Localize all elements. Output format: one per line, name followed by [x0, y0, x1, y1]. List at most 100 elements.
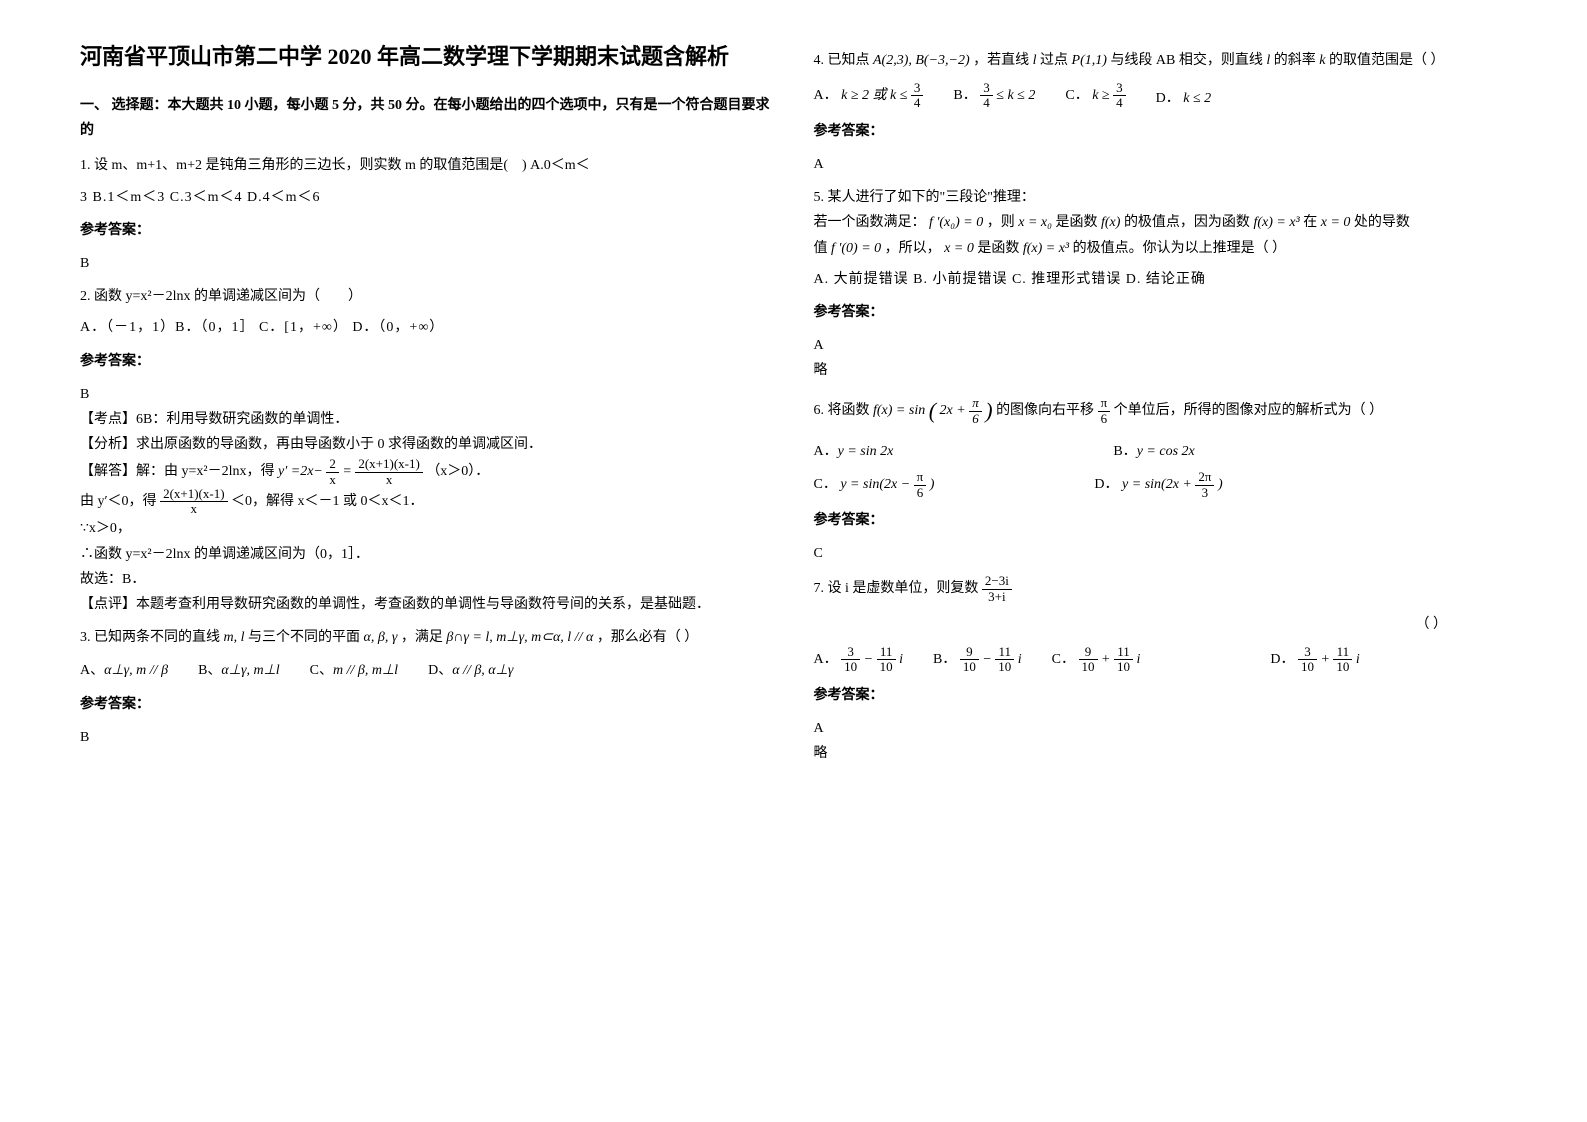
question-1: 1. 设 m、m+1、m+2 是钝角三角形的三边长，则实数 m 的取值范围是( … [80, 153, 774, 209]
q3-optD: D、α // β, α⊥γ [428, 658, 513, 683]
q6-mid1: 的图像向右平移 [996, 403, 1098, 418]
q3-ml: m, l [224, 630, 245, 645]
answer-label: 参考答案： [814, 683, 1508, 708]
q5-options: A. 大前提错误 B. 小前提错误 C. 推理形式错误 D. 结论正确 [814, 267, 1508, 292]
q2-solution-2: 由 y′＜0，得 2(x+1)(x-1) x ＜0，解得 x＜－1 或 0＜x＜… [80, 487, 774, 517]
q2-analysis-1: 【考点】6B：利用导数研究函数的单调性． [80, 407, 774, 432]
q2-sol1-pre: 【解答】解：由 y=x²－2lnx，得 [80, 464, 274, 479]
q7-answer: A [814, 716, 1508, 741]
q3-post: ，那么必有（ ） [597, 630, 699, 645]
q2-answer: B [80, 382, 774, 407]
q6-answer: C [814, 541, 1508, 566]
answer-label: 参考答案： [814, 508, 1508, 533]
question-4: 4. 已知点 A(2,3), B(−3,−2) ，若直线 l 过点 P(1,1)… [814, 48, 1508, 73]
exam-page: 河南省平顶山市第二中学 2020 年高二数学理下学期期末试题含解析 一、 选择题… [0, 0, 1587, 1122]
q4-post: 的取值范围是（ ） [1329, 53, 1445, 68]
q7-optD: D． 310 + 1110 i [1270, 645, 1359, 675]
answer-label: 参考答案： [80, 692, 774, 717]
q6-opts-row2: C． y = sin(2x − π6 ) D． y = sin(2x + 2π3… [814, 470, 1508, 500]
q3-optA: A、α⊥γ, m // β [80, 658, 168, 683]
q6-pre: 6. 将函数 [814, 403, 874, 418]
q2-sol2-pre: 由 y′＜0，得 [80, 494, 157, 509]
q7-short: 略 [814, 741, 1508, 766]
q4-fracA: 34 [911, 81, 924, 111]
answer-label: 参考答案： [814, 300, 1508, 325]
q1-text: 1. 设 m、m+1、m+2 是钝角三角形的三边长，则实数 m 的取值范围是( … [80, 153, 774, 178]
q3-optC: C、m // β, m⊥l [310, 658, 398, 683]
q4-p: P(1,1) [1072, 53, 1107, 68]
equals: = [342, 464, 355, 479]
q6-shift-frac: π6 [1098, 396, 1111, 426]
q6-fracD: 2π3 [1195, 470, 1214, 500]
deriv-y: y′ =2x− [278, 464, 323, 479]
right-column: 4. 已知点 A(2,3), B(−3,−2) ，若直线 l 过点 P(1,1)… [794, 40, 1528, 1082]
document-title: 河南省平顶山市第二中学 2020 年高二数学理下学期期末试题含解析 [80, 40, 774, 73]
q4-pts: A(2,3), B(−3,−2) [873, 53, 970, 68]
q6-post: 个单位后，所得的图像对应的解析式为（ ） [1114, 403, 1384, 418]
question-7: 7. 设 i 是虚数单位，则复数 2−3i3+i [814, 574, 1508, 604]
q4-answer: A [814, 152, 1508, 177]
question-3: 3. 已知两条不同的直线 m, l 与三个不同的平面 α, β, γ ，满足 β… [80, 625, 774, 650]
q2-sol1-post: （x＞0）． [426, 464, 489, 479]
q3-options: A、α⊥γ, m // β B、α⊥γ, m⊥l C、m // β, m⊥l D… [80, 658, 774, 683]
frac-2x: 2 x [326, 457, 339, 487]
q3-mid1: 与三个不同的平面 [248, 630, 360, 645]
frac-factored: 2(x+1)(x-1) x [355, 457, 422, 487]
q3-abg: α, β, γ [364, 630, 398, 645]
q6-fracC: π6 [914, 470, 927, 500]
q7-optC: C． 910 + 1110 i [1052, 645, 1141, 675]
q4-optD: D． k ≤ 2 [1156, 86, 1212, 111]
q3-answer: B [80, 725, 774, 750]
q6-optC: C． y = sin(2x − π6 ) [814, 470, 935, 500]
answer-label: 参考答案： [814, 119, 1508, 144]
q4-k: k [1319, 53, 1325, 68]
q3-mid2: ，满足 [401, 630, 447, 645]
q5-answer: A [814, 333, 1508, 358]
q3-cond: β∩γ = l, m⊥γ, m⊂α, l // α [446, 630, 593, 645]
q2-text: 2. 函数 y=x²－2lnx 的单调递减区间为（ ） [80, 284, 774, 309]
q2-sol3: ∵x＞0， [80, 516, 774, 541]
q2-sol2-post: ＜0，解得 x＜－1 或 0＜x＜1． [231, 494, 424, 509]
q3-optB: B、α⊥γ, m⊥l [198, 658, 280, 683]
q4-mid3: 与线段 AB 相交，则直线 [1110, 53, 1266, 68]
q4-l2: l [1266, 53, 1270, 68]
q4-optA: A． k ≥ 2 或 k ≤ 34 [814, 81, 924, 111]
q1-answer: B [80, 251, 774, 276]
q4-fracB: 34 [980, 81, 993, 111]
q7-frac: 2−3i3+i [982, 574, 1012, 604]
q2-analysis-2: 【分析】求出原函数的导函数，再由导函数小于 0 求得函数的单调减区间． [80, 432, 774, 457]
q7-optB: B． 910 − 1110 i [933, 645, 1022, 675]
question-5: 5. 某人进行了如下的"三段论"推理： 若一个函数满足： f '(x₀) = 0… [814, 185, 1508, 292]
question-6: 6. 将函数 f(x) = sin ( 2x + π6 ) 的图像向右平移 π6… [814, 391, 1508, 431]
q6-arg-frac: π6 [969, 396, 982, 426]
q4-options: A． k ≥ 2 或 k ≤ 34 B． 34 ≤ k ≤ 2 C． k ≥ 3… [814, 81, 1508, 111]
q4-optB: B． 34 ≤ k ≤ 2 [953, 81, 1035, 111]
q5-short: 略 [814, 358, 1508, 383]
q6-optB: B．y = cos 2x [1113, 439, 1194, 464]
q4-optC: C． k ≥ 34 [1065, 81, 1125, 111]
q4-fracC: 34 [1113, 81, 1126, 111]
q2-sol5: 故选：B． [80, 567, 774, 592]
answer-label: 参考答案： [80, 218, 774, 243]
q4-l: l [1033, 53, 1037, 68]
q1-options: 3 B.1＜m＜3 C.3＜m＜4 D.4＜m＜6 [80, 185, 774, 210]
q2-comment: 【点评】本题考查利用导数研究函数的单调性，考查函数的单调性与导函数符号间的关系，… [80, 592, 774, 617]
q2-options: A．（－1，1）B．（0，1］ C．[1，+∞） D．（0，+∞） [80, 315, 774, 340]
q4-mid4: 的斜率 [1274, 53, 1320, 68]
q6-optA: A．y = sin 2x [814, 439, 894, 464]
q7-options: A． 310 − 1110 i B． 910 − 1110 i C． 910 +… [814, 645, 1508, 675]
q3-pre: 3. 已知两条不同的直线 [80, 630, 224, 645]
q7-pre: 7. 设 i 是虚数单位，则复数 [814, 581, 982, 596]
left-column: 河南省平顶山市第二中学 2020 年高二数学理下学期期末试题含解析 一、 选择题… [60, 40, 794, 1082]
question-2: 2. 函数 y=x²－2lnx 的单调递减区间为（ ） A．（－1，1）B．（0… [80, 284, 774, 340]
frac-factored-2: 2(x+1)(x-1) x [160, 487, 227, 517]
q5-line1: 若一个函数满足： f '(x₀) = 0 ，则 x = x₀ 是函数 f(x) … [814, 210, 1508, 235]
q2-sol4: ∴函数 y=x²－2lnx 的单调递减区间为（0，1］． [80, 542, 774, 567]
q5-line2: 值 f '(0) = 0 ，所以， x = 0 是函数 f(x) = x³ 的极… [814, 236, 1508, 261]
q4-mid2: 过点 [1040, 53, 1072, 68]
section-header: 一、 选择题：本大题共 10 小题，每小题 5 分，共 50 分。在每小题给出的… [80, 93, 774, 143]
q5-text: 5. 某人进行了如下的"三段论"推理： [814, 185, 1508, 210]
q7-optA: A． 310 − 1110 i [814, 645, 903, 675]
q4-mid1: ，若直线 [973, 53, 1033, 68]
q6-optD: D． y = sin(2x + 2π3 ) [1094, 470, 1222, 500]
